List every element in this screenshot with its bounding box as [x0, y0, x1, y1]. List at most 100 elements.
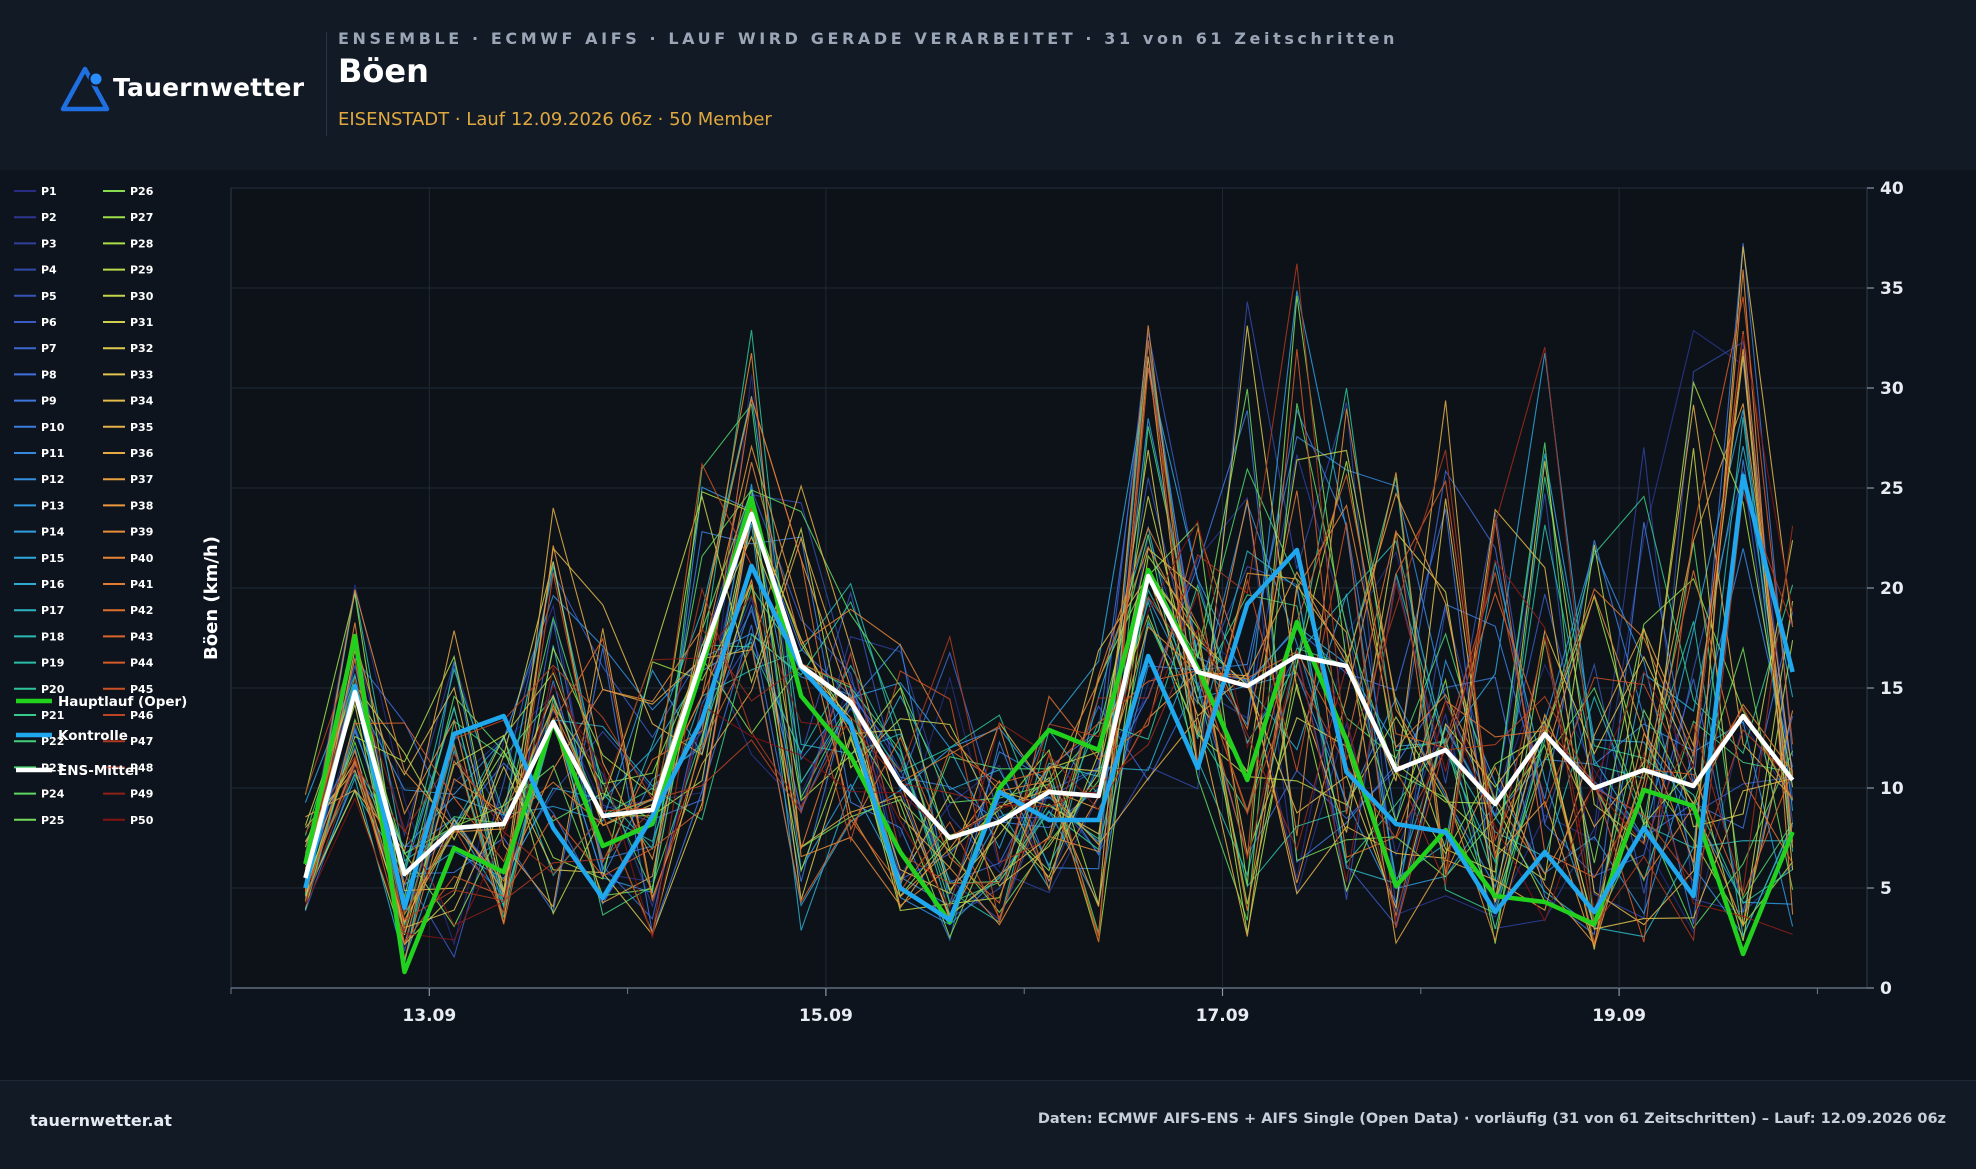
legend-label: P18 — [41, 630, 64, 643]
location-run-subtitle: EISENSTADT · Lauf 12.09.2026 06z · 50 Me… — [338, 109, 772, 130]
member-line-p45 — [304, 340, 1794, 943]
member-line-p37 — [304, 396, 1794, 949]
legend-label: P10 — [41, 421, 65, 434]
legend-label-control: Kontrolle — [58, 728, 128, 744]
legend-label: P24 — [41, 788, 65, 801]
legend-label: P8 — [41, 368, 57, 381]
y-tick-label: 20 — [1880, 579, 1904, 599]
legend-label: P11 — [41, 447, 64, 460]
legend-label: P1 — [41, 185, 57, 198]
member-line-p2 — [304, 329, 1794, 918]
x-tick-label: 17.09 — [1196, 1006, 1250, 1026]
y-tick-label: 15 — [1880, 679, 1904, 699]
legend-label-mean: ENS-Mittel — [58, 763, 139, 779]
legend-label: P15 — [41, 552, 64, 565]
legend-label: P49 — [130, 788, 153, 801]
y-tick-label: 10 — [1880, 779, 1904, 799]
legend-label: P47 — [130, 735, 153, 748]
legend-label: P42 — [130, 604, 153, 617]
legend-label: P48 — [130, 761, 153, 774]
legend-label: P39 — [130, 526, 153, 539]
legend-label: P26 — [130, 185, 154, 198]
legend-label: P28 — [130, 237, 153, 250]
mountain-logo-icon — [60, 66, 110, 112]
chart-area: 0 5 10 15 20 25 30 35 40 13.09 15.09 17.09 19.09 Böen… — [0, 170, 1976, 1080]
mean-series-line — [303, 511, 1795, 879]
footer-site-link[interactable]: tauernwetter.at — [30, 1111, 172, 1130]
x-tick-label: 19.09 — [1592, 1006, 1646, 1026]
member-line-p25 — [304, 388, 1794, 925]
legend-label: P37 — [130, 473, 153, 486]
member-lines — [304, 242, 1794, 964]
legend-label: P6 — [41, 316, 57, 329]
legend-label: P33 — [130, 368, 153, 381]
logo-text: Tauernwetter — [113, 73, 305, 102]
member-line-p31 — [304, 512, 1794, 950]
legend-label: P7 — [41, 342, 57, 355]
header-divider — [326, 32, 327, 136]
legend-label: P45 — [130, 683, 153, 696]
member-line-p18 — [304, 417, 1794, 916]
member-line-p48 — [304, 346, 1794, 937]
legend-label: P35 — [130, 421, 153, 434]
legend-label: P41 — [130, 578, 153, 591]
legend-label: P22 — [41, 735, 64, 748]
legend-label: P30 — [130, 290, 154, 303]
member-line-p14 — [304, 290, 1793, 907]
legend-label: P36 — [130, 447, 154, 460]
y-tick-label: 5 — [1880, 879, 1892, 899]
legend-label: P16 — [41, 578, 65, 591]
y-axis-label: Böen (km/h) — [201, 536, 222, 660]
legend-label: P4 — [41, 264, 57, 277]
member-line-p49 — [304, 559, 1793, 935]
member-line-p41 — [304, 331, 1794, 945]
legend-label: P12 — [41, 473, 64, 486]
legend-label: P3 — [41, 237, 57, 250]
y-tick-label: 35 — [1880, 279, 1904, 299]
run-status-kicker: ENSEMBLE · ECMWF AIFS · LAUF WIRD GERADE… — [338, 29, 1399, 48]
legend-label: P17 — [41, 604, 64, 617]
legend-label: P25 — [41, 814, 64, 827]
legend-label: P31 — [130, 316, 153, 329]
member-line-p10 — [304, 340, 1794, 942]
legend-label: P29 — [130, 264, 153, 277]
member-line-p39 — [304, 269, 1794, 943]
y-tick-label: 0 — [1880, 979, 1892, 999]
legend-label: P14 — [41, 526, 65, 539]
logo[interactable]: Tauernwetter — [60, 66, 304, 116]
member-line-p29 — [304, 506, 1794, 942]
legend-label: P50 — [130, 814, 154, 827]
legend-label: P9 — [41, 395, 57, 408]
legend-label: P32 — [130, 342, 153, 355]
legend-label: P34 — [130, 395, 154, 408]
legend: P1 P2 P3 P4 P5 P6 P7 P8 P9 P10 P11 P12 P13 P14 P15 P16 P… — [14, 185, 187, 827]
legend-label: P2 — [41, 211, 57, 224]
legend-label: P46 — [130, 709, 154, 722]
y-tick-label: 30 — [1880, 379, 1904, 399]
member-line-p47 — [304, 263, 1794, 942]
legend-label-oper: Hauptlauf (Oper) — [58, 694, 187, 710]
legend-label: P13 — [41, 499, 64, 512]
footer-bar: tauernwetter.at Daten: ECMWF AIFS-ENS + … — [0, 1080, 1976, 1169]
y-tick-label: 25 — [1880, 479, 1904, 499]
member-line-p44 — [304, 296, 1794, 945]
member-line-p38 — [304, 444, 1794, 945]
legend-label: P27 — [130, 211, 153, 224]
legend-label: P21 — [41, 709, 64, 722]
x-tick-label: 15.09 — [799, 1006, 853, 1026]
legend-label: P40 — [130, 552, 154, 565]
header-bar: Tauernwetter ENSEMBLE · ECMWF AIFS · LAU… — [0, 0, 1976, 170]
legend-label: P5 — [41, 290, 57, 303]
legend-label: P19 — [41, 657, 64, 670]
legend-label: P38 — [130, 499, 153, 512]
footer-data-source: Daten: ECMWF AIFS-ENS + AIFS Single (Ope… — [1037, 1111, 1946, 1127]
x-tick-label: 13.09 — [402, 1006, 456, 1026]
control-series-line — [303, 473, 1795, 923]
member-line-p40 — [304, 462, 1794, 960]
y-tick-label: 40 — [1880, 179, 1904, 199]
legend-label: P43 — [130, 630, 153, 643]
legend-label: P44 — [130, 657, 154, 670]
member-line-p6 — [304, 332, 1793, 959]
ensemble-gust-chart: 0 5 10 15 20 25 30 35 40 13.09 15.09 17.09 19.09 Böen… — [14, 179, 1904, 1026]
member-line-p30 — [304, 448, 1794, 927]
